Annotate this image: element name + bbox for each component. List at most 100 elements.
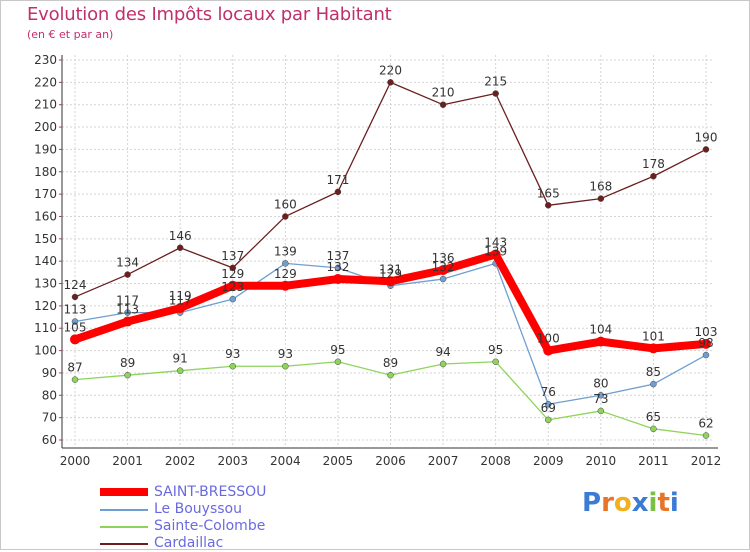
y-tick-label: 200: [34, 120, 57, 134]
data-point-cardaillac: [282, 213, 289, 220]
data-point-saint-bressou: [280, 280, 291, 291]
chart-subtitle: (en € et par an): [27, 28, 114, 41]
data-point-saint-bressou: [595, 336, 606, 347]
data-point-cardaillac: [176, 244, 184, 252]
data-point-sainte-colombe: [597, 407, 605, 415]
legend-swatch-sainte-colombe: [100, 526, 148, 528]
data-label-le-bouyssou: 117: [116, 294, 139, 308]
data-label-saint-bressou: 136: [432, 251, 455, 265]
data-label-sainte-colombe: 89: [383, 356, 398, 370]
data-point-saint-bressou: [701, 338, 711, 349]
data-point-sainte-colombe: [545, 416, 552, 424]
x-tick-label: 2001: [112, 454, 143, 468]
data-label-cardaillac: 178: [642, 157, 665, 171]
data-label-sainte-colombe: 95: [488, 343, 503, 357]
data-label-sainte-colombe: 93: [225, 347, 240, 361]
data-point-le-bouyssou: [702, 351, 710, 359]
data-label-sainte-colombe: 89: [120, 356, 135, 370]
data-label-sainte-colombe: 93: [278, 347, 293, 361]
logo-letter: o: [613, 488, 632, 518]
data-point-le-bouyssou: [650, 380, 657, 388]
x-tick-label: 2000: [60, 454, 91, 468]
data-label-le-bouyssou: 117: [169, 294, 192, 308]
data-label-le-bouyssou: 80: [593, 376, 608, 390]
data-point-le-bouyssou: [334, 264, 342, 272]
data-point-saint-bressou: [490, 249, 501, 260]
data-label-le-bouyssou: 137: [326, 249, 349, 263]
x-tick-label: 2009: [533, 454, 564, 468]
legend-label: Sainte-Colombe: [154, 518, 266, 534]
x-tick-label: 2010: [586, 454, 617, 468]
data-point-saint-bressou: [332, 274, 343, 285]
data-label-cardaillac: 124: [64, 278, 87, 292]
data-label-cardaillac: 146: [169, 229, 192, 243]
data-label-saint-bressou: 132: [326, 260, 349, 274]
data-point-le-bouyssou: [545, 400, 552, 408]
proxiti-logo: Proxiti: [582, 488, 679, 518]
data-point-le-bouyssou: [439, 275, 447, 283]
x-tick-label: 2004: [270, 454, 301, 468]
data-label-sainte-colombe: 62: [698, 417, 713, 431]
data-label-cardaillac: 160: [274, 197, 297, 211]
data-point-saint-bressou: [70, 334, 80, 345]
y-tick-label: 180: [34, 165, 57, 179]
data-label-cardaillac: 215: [484, 75, 507, 89]
data-point-sainte-colombe: [229, 362, 236, 370]
logo-letter: t: [657, 488, 670, 518]
data-point-saint-bressou: [122, 316, 133, 327]
y-tick-label: 160: [34, 209, 57, 223]
data-label-saint-bressou: 101: [642, 329, 665, 343]
data-point-sainte-colombe: [282, 362, 289, 370]
data-label-cardaillac: 137: [221, 249, 244, 263]
x-tick-label: 2007: [428, 454, 459, 468]
legend-swatch-cardaillac: [100, 543, 148, 545]
x-tick-label: 2005: [323, 454, 354, 468]
logo-letter: i: [669, 488, 679, 518]
chart-title: Evolution des Impôts locaux par Habitant: [27, 4, 392, 25]
data-point-cardaillac: [387, 79, 394, 86]
data-label-sainte-colombe: 95: [330, 343, 345, 357]
data-point-saint-bressou: [227, 280, 238, 291]
data-point-cardaillac: [492, 90, 499, 97]
y-tick-label: 140: [34, 254, 57, 268]
data-label-le-bouyssou: 132: [432, 260, 455, 274]
data-label-cardaillac: 134: [116, 256, 139, 270]
data-point-sainte-colombe: [71, 376, 79, 383]
data-label-saint-bressou: 113: [116, 303, 139, 317]
x-tick-label: 2003: [217, 454, 248, 468]
data-point-cardaillac: [545, 202, 552, 209]
data-point-cardaillac: [439, 101, 447, 108]
data-point-cardaillac: [229, 264, 236, 272]
legend-label: Le Bouyssou: [154, 501, 242, 517]
data-point-cardaillac: [124, 271, 131, 278]
data-label-saint-bressou: 103: [695, 325, 718, 339]
y-tick-label: 220: [34, 75, 57, 89]
data-label-le-bouyssou: 76: [541, 385, 556, 399]
data-label-cardaillac: 168: [589, 180, 612, 194]
y-tick-label: 210: [34, 98, 57, 112]
data-label-sainte-colombe: 94: [435, 345, 450, 359]
logo-letter: r: [601, 488, 614, 518]
data-label-cardaillac: 220: [379, 63, 402, 77]
data-point-le-bouyssou: [124, 309, 131, 316]
data-label-sainte-colombe: 73: [593, 392, 608, 406]
x-tick-label: 2011: [638, 454, 669, 468]
data-label-sainte-colombe: 87: [67, 361, 82, 375]
data-label-saint-bressou: 119: [169, 289, 192, 303]
y-tick-label: 60: [42, 433, 57, 447]
data-label-le-bouyssou: 123: [221, 280, 244, 294]
data-label-saint-bressou: 129: [221, 267, 244, 281]
data-point-saint-bressou: [385, 276, 396, 287]
data-point-saint-bressou: [175, 303, 186, 314]
data-point-sainte-colombe: [387, 371, 394, 379]
data-point-sainte-colombe: [702, 432, 710, 439]
data-label-le-bouyssou: 139: [484, 244, 507, 258]
data-label-saint-bressou: 100: [537, 332, 560, 346]
y-tick-label: 120: [34, 299, 57, 313]
data-point-cardaillac: [597, 195, 605, 202]
data-label-saint-bressou: 129: [274, 267, 297, 281]
legend-swatch-le-bouyssou: [100, 509, 148, 511]
x-tick-label: 2012: [691, 454, 722, 468]
y-tick-label: 130: [34, 277, 57, 291]
